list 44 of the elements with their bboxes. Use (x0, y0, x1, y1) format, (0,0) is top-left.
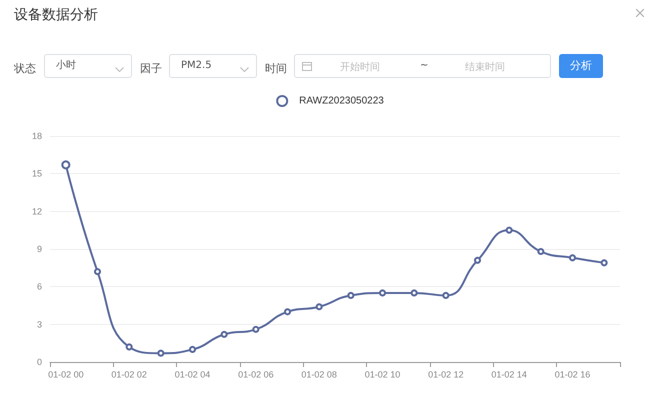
text: 时间 (265, 61, 287, 76)
select-field: PM2.5 (169, 54, 257, 78)
point (537, 248, 544, 256)
point (220, 330, 228, 338)
button: 分析 (559, 54, 603, 78)
point (379, 289, 386, 296)
x-tick-label: 01-02 16 (554, 370, 590, 380)
point (126, 343, 133, 350)
text: 结束时间 (464, 60, 506, 74)
point (347, 292, 354, 299)
chart-title: 设备数据分析 (14, 6, 98, 24)
y-tick-label: 0 (36, 357, 42, 367)
text: 状态 (14, 61, 36, 76)
point (474, 256, 481, 264)
point (189, 346, 196, 353)
text: ~ (420, 60, 428, 71)
x-tick-label: 01-02 10 (364, 370, 400, 380)
point (94, 268, 101, 276)
point (442, 292, 450, 299)
y-tick-label: 6 (36, 282, 42, 292)
x-tick-label: 01-02 00 (48, 370, 84, 380)
y-tick-label: 12 (32, 206, 42, 216)
text: 开始时间 (339, 60, 381, 74)
y-tick-label: 15 (32, 168, 42, 179)
point (157, 350, 164, 357)
x-tick-label: 01-02 06 (238, 370, 274, 380)
text: 因子 (140, 61, 162, 76)
x-tick-label: 01-02 02 (111, 370, 147, 380)
y-tick-label: 18 (32, 131, 42, 141)
select-field: 小时 (44, 54, 132, 78)
point (252, 326, 260, 333)
point (600, 259, 608, 266)
legend-label: RAWZ2023050223 (299, 96, 384, 106)
x-tick-label: 01-02 14 (491, 370, 527, 380)
point (410, 289, 418, 296)
y-tick-label: 9 (36, 244, 42, 254)
point (506, 226, 513, 234)
x-tick-label: 01-02 08 (301, 370, 337, 380)
y-tick-label: 3 (36, 319, 42, 330)
x-tick-label: 01-02 04 (174, 370, 210, 380)
point (569, 254, 576, 262)
point (316, 303, 323, 310)
point (284, 308, 291, 316)
x-tick-label: 01-02 12 (428, 370, 464, 380)
